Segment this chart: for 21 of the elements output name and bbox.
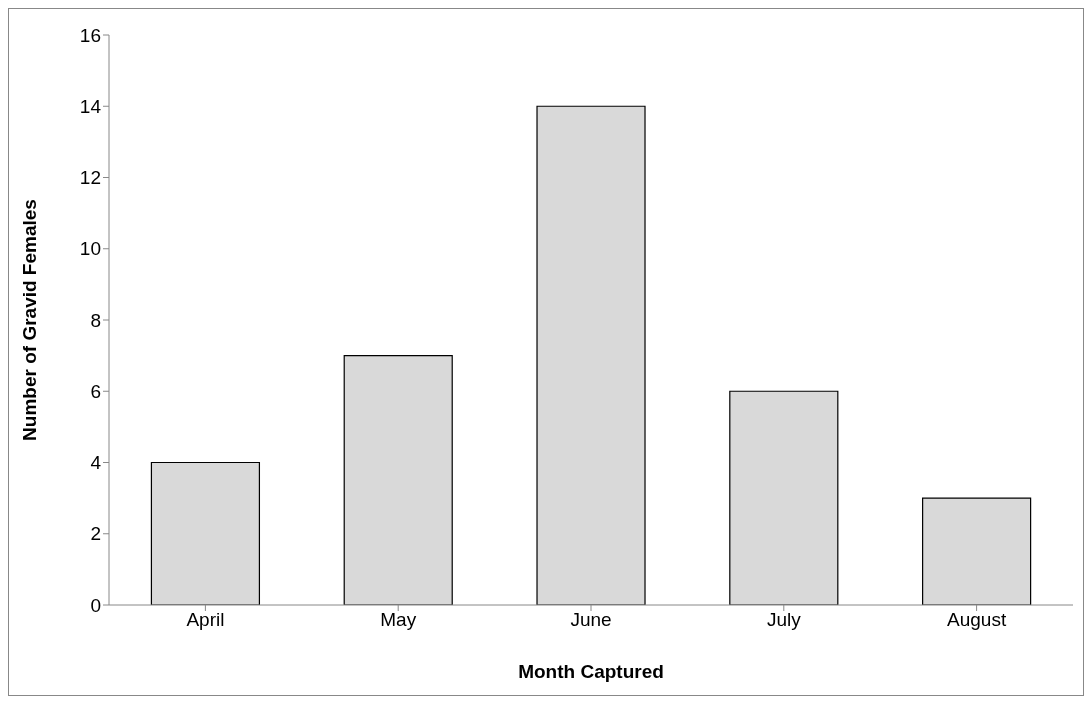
x-axis-title: Month Captured xyxy=(518,661,664,683)
bar xyxy=(343,355,453,605)
x-tick-label: April xyxy=(186,609,225,631)
y-tick-label: 2 xyxy=(90,523,101,545)
x-tick-label: July xyxy=(766,609,802,631)
y-tick-label: 16 xyxy=(79,24,101,46)
y-tick-label: 8 xyxy=(90,309,101,331)
y-axis-title: Number of Gravid Females xyxy=(18,199,40,441)
x-tick-label: August xyxy=(947,609,1007,631)
y-tick-label: 6 xyxy=(90,380,101,402)
bar xyxy=(729,390,839,605)
x-tick-label: May xyxy=(380,609,417,631)
y-tick-label: 0 xyxy=(90,594,101,616)
y-tick-label: 10 xyxy=(79,238,101,260)
x-tick-label: June xyxy=(570,609,612,631)
bar xyxy=(922,497,1032,605)
bar xyxy=(536,105,646,605)
y-tick-label: 14 xyxy=(79,96,102,117)
bar xyxy=(150,461,261,605)
y-tick-label: 12 xyxy=(79,167,101,189)
y-tick-label: 4 xyxy=(90,452,102,474)
